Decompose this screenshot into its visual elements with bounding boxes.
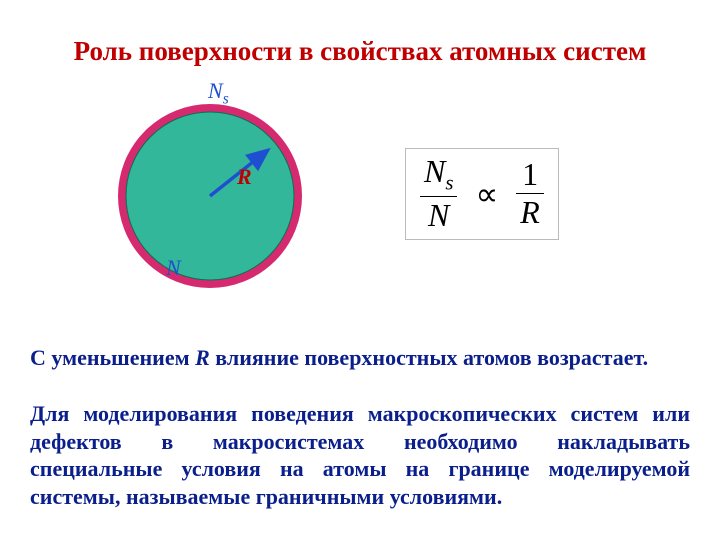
formula-rhs-den: R xyxy=(516,193,544,230)
formula-rhs-num: 1 xyxy=(516,158,544,194)
conclusion-r: R xyxy=(195,345,210,370)
formula-lhs-num-main: N xyxy=(424,153,445,189)
conclusion-text: С уменьшением R влияние поверхностных ат… xyxy=(30,345,690,371)
formula-rhs: 1 R xyxy=(516,158,544,230)
formula-operator: ∝ xyxy=(475,175,498,213)
slide: { "title": { "text": "Роль поверхности в… xyxy=(0,0,720,540)
label-ns-sub: s xyxy=(223,90,229,107)
formula-lhs: Ns N xyxy=(420,155,457,233)
body-text: Для моделирования поведения макроскопиче… xyxy=(30,400,690,510)
label-ns-main: N xyxy=(208,78,223,103)
formula: Ns N ∝ 1 R xyxy=(405,148,559,240)
formula-lhs-den: N xyxy=(420,196,457,233)
conclusion-pre: С уменьшением xyxy=(30,345,195,370)
formula-lhs-num-sub: s xyxy=(445,171,453,194)
label-ns: Ns xyxy=(208,78,229,108)
conclusion-post: влияние поверхностных атомов возрастает. xyxy=(210,345,648,370)
label-r: R xyxy=(237,164,252,190)
label-n: N xyxy=(166,255,181,281)
